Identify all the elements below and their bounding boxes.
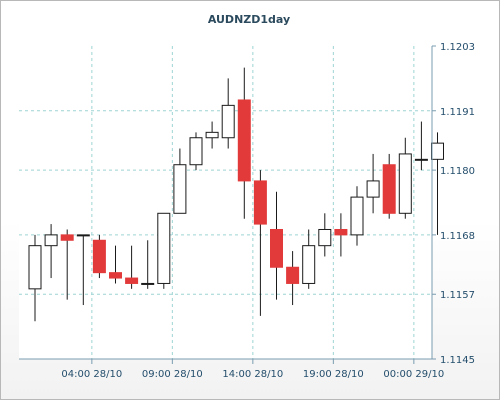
candle (141, 240, 155, 289)
y-tick-label: 1.1168 (440, 231, 475, 242)
candle-body-up (302, 245, 316, 284)
x-tick-label: 04:00 28/10 (61, 369, 122, 380)
candle (366, 153, 380, 214)
x-tick-label: 00:00 29/10 (383, 369, 444, 380)
candle-body-down (125, 277, 139, 284)
x-tick-label: 14:00 28/10 (222, 369, 283, 380)
candle (286, 251, 300, 306)
candle (414, 121, 428, 171)
y-tick-label: 1.1145 (440, 355, 475, 366)
candle-body-down (286, 266, 300, 284)
candle (270, 191, 283, 300)
candle-body-up (414, 158, 428, 161)
x-tick-label: 09:00 28/10 (142, 369, 203, 380)
candle-body-down (109, 272, 122, 279)
candle-body-up (350, 196, 364, 236)
candle-body-down (60, 234, 74, 241)
candle (60, 229, 74, 300)
axes: 1.1145 1.1157 1.1168 1.1180 1.1191 1.1203 04:0… (19, 42, 475, 380)
candle (237, 67, 251, 219)
candle (205, 121, 219, 149)
candle-body-down (92, 239, 106, 274)
candle-body-up (189, 137, 203, 166)
candle (382, 153, 396, 219)
candle (125, 245, 139, 289)
candle-body-down (382, 164, 396, 214)
y-tick-label: 1.1203 (440, 42, 475, 53)
candle-body-up (28, 245, 42, 290)
chart-title: AUDNZD1day (208, 13, 290, 26)
candle-body-down (334, 228, 348, 236)
candle (173, 148, 187, 214)
candle (398, 137, 412, 219)
y-tick-label: 1.1180 (440, 166, 475, 177)
candle (221, 78, 235, 149)
candle-body-up (221, 104, 235, 139)
candle-body-up (141, 282, 155, 285)
candle (302, 229, 316, 289)
candle (109, 245, 122, 284)
candle-body-up (431, 142, 444, 160)
candle (334, 213, 348, 257)
candles (28, 67, 444, 322)
candle (189, 132, 203, 171)
candle-body-up (44, 234, 58, 247)
candle-body-up (76, 234, 90, 237)
y-tick-label: 1.1191 (440, 107, 475, 118)
candle-body-up (157, 212, 171, 284)
candle-body-up (366, 180, 380, 198)
candle (28, 234, 42, 322)
grid-lines (19, 46, 432, 359)
candle-body-up (318, 228, 332, 247)
y-tick-label: 1.1157 (440, 290, 475, 301)
candle (318, 213, 332, 257)
candle-body-down (237, 99, 251, 182)
candle-body-up (205, 131, 219, 139)
candle (157, 212, 171, 289)
candle-body-up (173, 164, 187, 214)
candle (76, 234, 90, 306)
candle (350, 186, 364, 246)
candle-body-down (270, 228, 283, 268)
candle-body-down (253, 180, 267, 225)
candle (253, 170, 267, 316)
plot-area (19, 46, 432, 359)
x-tick-label: 19:00 28/10 (303, 369, 364, 380)
candle-body-up (398, 153, 412, 214)
candle (92, 234, 106, 279)
candle (431, 132, 444, 235)
candle (44, 224, 58, 279)
